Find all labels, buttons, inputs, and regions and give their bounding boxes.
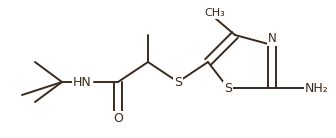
Text: N: N — [268, 32, 277, 45]
Text: O: O — [113, 112, 123, 125]
Text: S: S — [224, 82, 232, 95]
Text: HN: HN — [73, 75, 91, 88]
Text: S: S — [174, 75, 182, 88]
Text: NH₂: NH₂ — [305, 82, 329, 95]
Text: CH₃: CH₃ — [205, 8, 225, 18]
